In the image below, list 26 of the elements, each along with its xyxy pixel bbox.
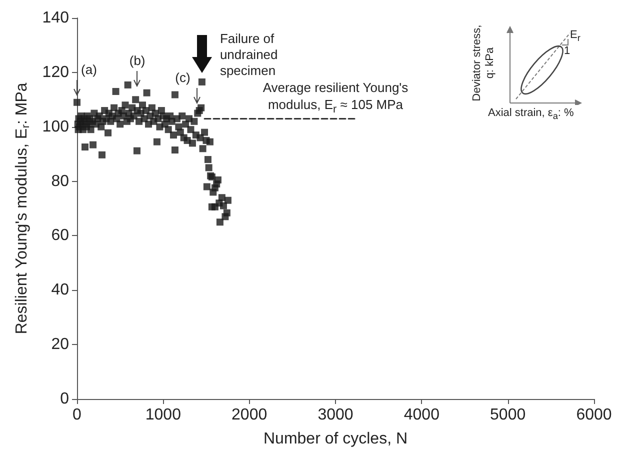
annotation: Failure of undrained specimen: [220, 31, 279, 80]
x-tick-label: 0: [72, 406, 82, 424]
y-tick-label: 60: [51, 227, 70, 244]
x-tick-label: 1000: [145, 406, 182, 424]
y-tick-label: 20: [51, 336, 70, 354]
y-tick-label: 40: [51, 282, 70, 299]
x-tick-label: 2000: [232, 406, 268, 424]
y-tick-label: 120: [42, 64, 70, 81]
y-tick-label: 0: [60, 390, 70, 408]
annotation: (b): [128, 53, 146, 68]
y-tick-label: 100: [42, 118, 70, 136]
annotation: (a): [80, 62, 98, 77]
x-tick-label: 5000: [490, 406, 526, 424]
annotation: 1: [564, 45, 570, 57]
x-tick-label: 6000: [576, 406, 612, 424]
y-tick-label: 80: [51, 172, 70, 190]
x-axis-title: Number of cycles, N: [263, 430, 408, 448]
annotation: Deviator stress, q: kPa: [471, 24, 497, 103]
x-tick-label: 4000: [404, 406, 440, 424]
annotation: E$_{r}$: [570, 29, 580, 44]
y-axis-title: Resilient Young's modulus, Er: MPa: [13, 82, 32, 334]
annotation: Average resilient Young's modulus, E$_{r}$ ≈ 105 MPa: [262, 78, 410, 118]
annotation: (c): [174, 70, 192, 85]
annotation: Axial strain, ε$_{a}$: %: [488, 107, 574, 122]
y-tick-label: 140: [42, 10, 70, 26]
x-tick-label: 3000: [318, 406, 354, 424]
